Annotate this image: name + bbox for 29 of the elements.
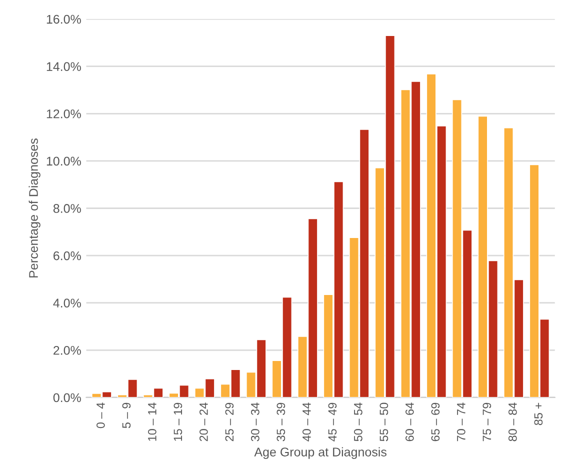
y-tick-label: 4.0% bbox=[53, 298, 81, 308]
y-tick-label: 8.0% bbox=[53, 204, 81, 213]
x-tick-label: 25 – 29 bbox=[225, 402, 234, 442]
x-tick-label: 20 – 24 bbox=[200, 402, 208, 442]
x-tick-label: 15 – 19 bbox=[174, 402, 182, 441]
y-tick-label: 2.0% bbox=[54, 346, 81, 355]
y-tick-label: 12.0% bbox=[46, 109, 81, 118]
x-tick-label: 85 + bbox=[534, 402, 543, 426]
y-tick-label: 6.0% bbox=[54, 251, 81, 260]
x-tick-label: 65 – 69 bbox=[431, 402, 440, 442]
x-tick-label: 40 – 44 bbox=[302, 402, 311, 442]
x-tick-label: 5 – 9 bbox=[122, 402, 131, 428]
y-tick-label: 10.0% bbox=[46, 156, 81, 166]
x-tick-label: 45 – 49 bbox=[328, 402, 337, 442]
x-tick-label: 75 – 79 bbox=[482, 402, 492, 442]
x-tick-label: 0 – 4 bbox=[96, 402, 105, 428]
x-tick-label: 35 – 39 bbox=[276, 402, 286, 442]
x-tick-label: 55 – 50 bbox=[380, 402, 388, 442]
y-axis-title: Percentage of Diagnoses bbox=[28, 138, 40, 278]
x-axis-title: Age Group at Diagnosis bbox=[254, 447, 386, 459]
x-tick-label: 80 – 84 bbox=[508, 402, 517, 442]
x-tick-label: 30 – 34 bbox=[251, 402, 260, 442]
x-tick-label: 60 – 64 bbox=[405, 402, 414, 442]
x-tick-label: 50 – 54 bbox=[354, 402, 362, 442]
x-tick-label: 10 – 14 bbox=[148, 402, 156, 441]
y-tick-label: 16.0% bbox=[46, 14, 81, 24]
y-tick-label: 14.0% bbox=[46, 62, 81, 71]
y-tick-label: 0.0% bbox=[53, 393, 81, 402]
x-tick-label: 70 – 74 bbox=[456, 402, 466, 442]
